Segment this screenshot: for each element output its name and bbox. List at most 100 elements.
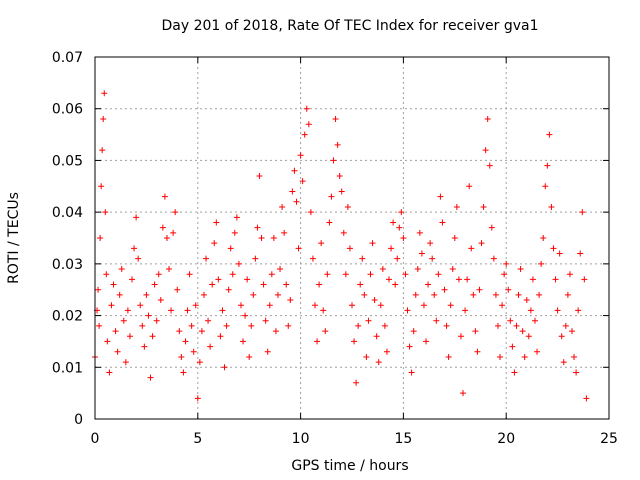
- data-point: [182, 338, 189, 345]
- data-point: [359, 255, 366, 262]
- y-tick-labels: 0 0.01 0.02 0.03 0.04 0.05 0.06 0.07: [52, 50, 83, 428]
- y-tick-label: 0.06: [52, 102, 83, 118]
- data-point: [248, 322, 255, 329]
- data-point: [334, 141, 341, 148]
- data-point: [402, 271, 409, 278]
- data-point: [320, 307, 327, 314]
- data-point: [349, 302, 355, 309]
- data-point: [223, 322, 230, 329]
- data-point: [250, 291, 257, 298]
- data-point: [291, 167, 298, 174]
- data-point: [168, 307, 175, 314]
- data-point: [482, 147, 489, 154]
- data-point: [517, 266, 524, 273]
- data-point: [445, 353, 452, 360]
- data-point: [231, 229, 238, 236]
- data-point: [342, 271, 349, 278]
- data-point: [116, 291, 123, 298]
- x-tick-label: 20: [497, 431, 515, 447]
- y-tick-label: 0.03: [52, 257, 83, 273]
- data-point: [153, 317, 160, 324]
- y-axis-label: ROTI / TECUs: [6, 192, 22, 284]
- data-point: [108, 302, 115, 309]
- data-point: [303, 105, 310, 112]
- data-point: [237, 302, 244, 309]
- data-point: [186, 271, 193, 278]
- data-point: [322, 328, 329, 335]
- data-point: [560, 359, 567, 366]
- data-point: [330, 157, 337, 164]
- data-point: [285, 322, 292, 329]
- data-point: [373, 333, 380, 340]
- data-point: [441, 286, 448, 293]
- data-point: [219, 307, 226, 314]
- data-point: [381, 322, 388, 329]
- data-point: [575, 307, 582, 314]
- data-point: [99, 147, 106, 154]
- data-point: [307, 209, 314, 216]
- data-point: [457, 333, 464, 340]
- data-point: [447, 302, 454, 309]
- data-point: [112, 328, 119, 335]
- y-tick-label: 0.07: [52, 50, 83, 66]
- data-point: [207, 343, 214, 350]
- data-point: [340, 229, 347, 236]
- data-point: [293, 198, 300, 205]
- data-point: [501, 271, 508, 278]
- data-point: [336, 172, 343, 179]
- data-point: [519, 328, 526, 335]
- data-point: [205, 317, 212, 324]
- data-point: [103, 271, 110, 278]
- data-point: [538, 260, 545, 267]
- data-point: [316, 281, 323, 288]
- data-point: [344, 203, 351, 210]
- data-point: [215, 276, 222, 283]
- data-point: [390, 219, 397, 226]
- data-point: [398, 209, 405, 216]
- data-point: [145, 312, 152, 319]
- data-point: [505, 286, 512, 293]
- data-point: [328, 193, 335, 200]
- data-point: [568, 328, 575, 335]
- data-point: [98, 183, 105, 190]
- data-point: [256, 172, 263, 179]
- data-point: [394, 255, 401, 262]
- data-point: [96, 322, 103, 329]
- data-point: [451, 235, 458, 241]
- data-point: [198, 328, 205, 335]
- data-point: [225, 286, 232, 293]
- data-point: [460, 390, 467, 397]
- data-point: [353, 379, 360, 386]
- data-point: [314, 338, 321, 345]
- data-point: [326, 219, 333, 226]
- data-point: [309, 255, 316, 262]
- data-point: [274, 291, 281, 298]
- data-point: [369, 240, 376, 247]
- x-tick-label: 5: [193, 431, 202, 447]
- plot-frame: [94, 56, 610, 420]
- data-point: [474, 348, 481, 355]
- data-point: [536, 291, 543, 298]
- data-point: [420, 302, 427, 309]
- data-point: [176, 328, 183, 335]
- data-point: [120, 317, 127, 324]
- data-point: [507, 317, 514, 324]
- data-point: [490, 255, 497, 262]
- data-point: [464, 276, 471, 283]
- data-point: [118, 266, 125, 273]
- data-point: [196, 359, 203, 366]
- x-axis-label: GPS time / hours: [291, 458, 408, 474]
- data-point: [472, 328, 479, 335]
- data-point: [229, 271, 236, 278]
- data-point: [102, 209, 109, 216]
- data-point: [157, 297, 164, 304]
- data-point: [566, 271, 573, 278]
- data-point: [133, 214, 140, 221]
- data-point: [437, 193, 444, 200]
- data-point: [488, 224, 495, 231]
- data-point: [412, 291, 419, 298]
- data-point: [414, 266, 421, 273]
- data-point: [101, 90, 108, 97]
- data-point: [301, 131, 308, 138]
